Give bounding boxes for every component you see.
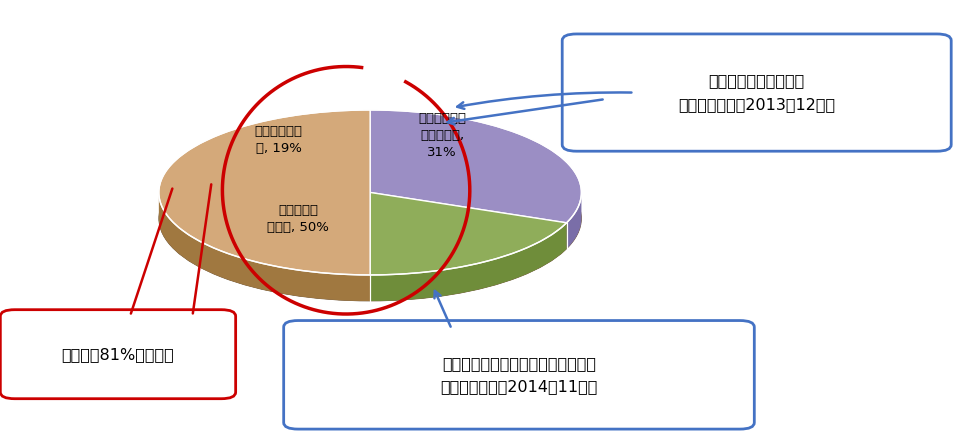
Ellipse shape bbox=[159, 136, 581, 301]
Text: 換気に伴う損
失, 19%: 換気に伴う損 失, 19% bbox=[255, 125, 303, 155]
Polygon shape bbox=[370, 223, 567, 301]
Text: 開口部から
の損失, 50%: 開口部から の損失, 50% bbox=[267, 204, 329, 233]
Polygon shape bbox=[159, 110, 370, 275]
Text: 壁、天井、床
からの損失,
31%: 壁、天井、床 からの損失, 31% bbox=[418, 112, 466, 160]
Polygon shape bbox=[370, 110, 581, 223]
Polygon shape bbox=[567, 193, 581, 249]
Polygon shape bbox=[159, 194, 370, 301]
Text: 熱損失の81%をカバー: 熱損失の81%をカバー bbox=[62, 347, 174, 362]
FancyBboxPatch shape bbox=[283, 321, 754, 429]
FancyBboxPatch shape bbox=[562, 34, 952, 151]
FancyBboxPatch shape bbox=[0, 310, 236, 399]
Polygon shape bbox=[370, 192, 567, 275]
Text: 断熱材トップランナー
によりカバー（2013年12月）: 断熱材トップランナー によりカバー（2013年12月） bbox=[678, 73, 835, 112]
Text: 複層ガラス、サッシトップランナー
によりカバー（2014年11月）: 複層ガラス、サッシトップランナー によりカバー（2014年11月） bbox=[440, 356, 598, 394]
